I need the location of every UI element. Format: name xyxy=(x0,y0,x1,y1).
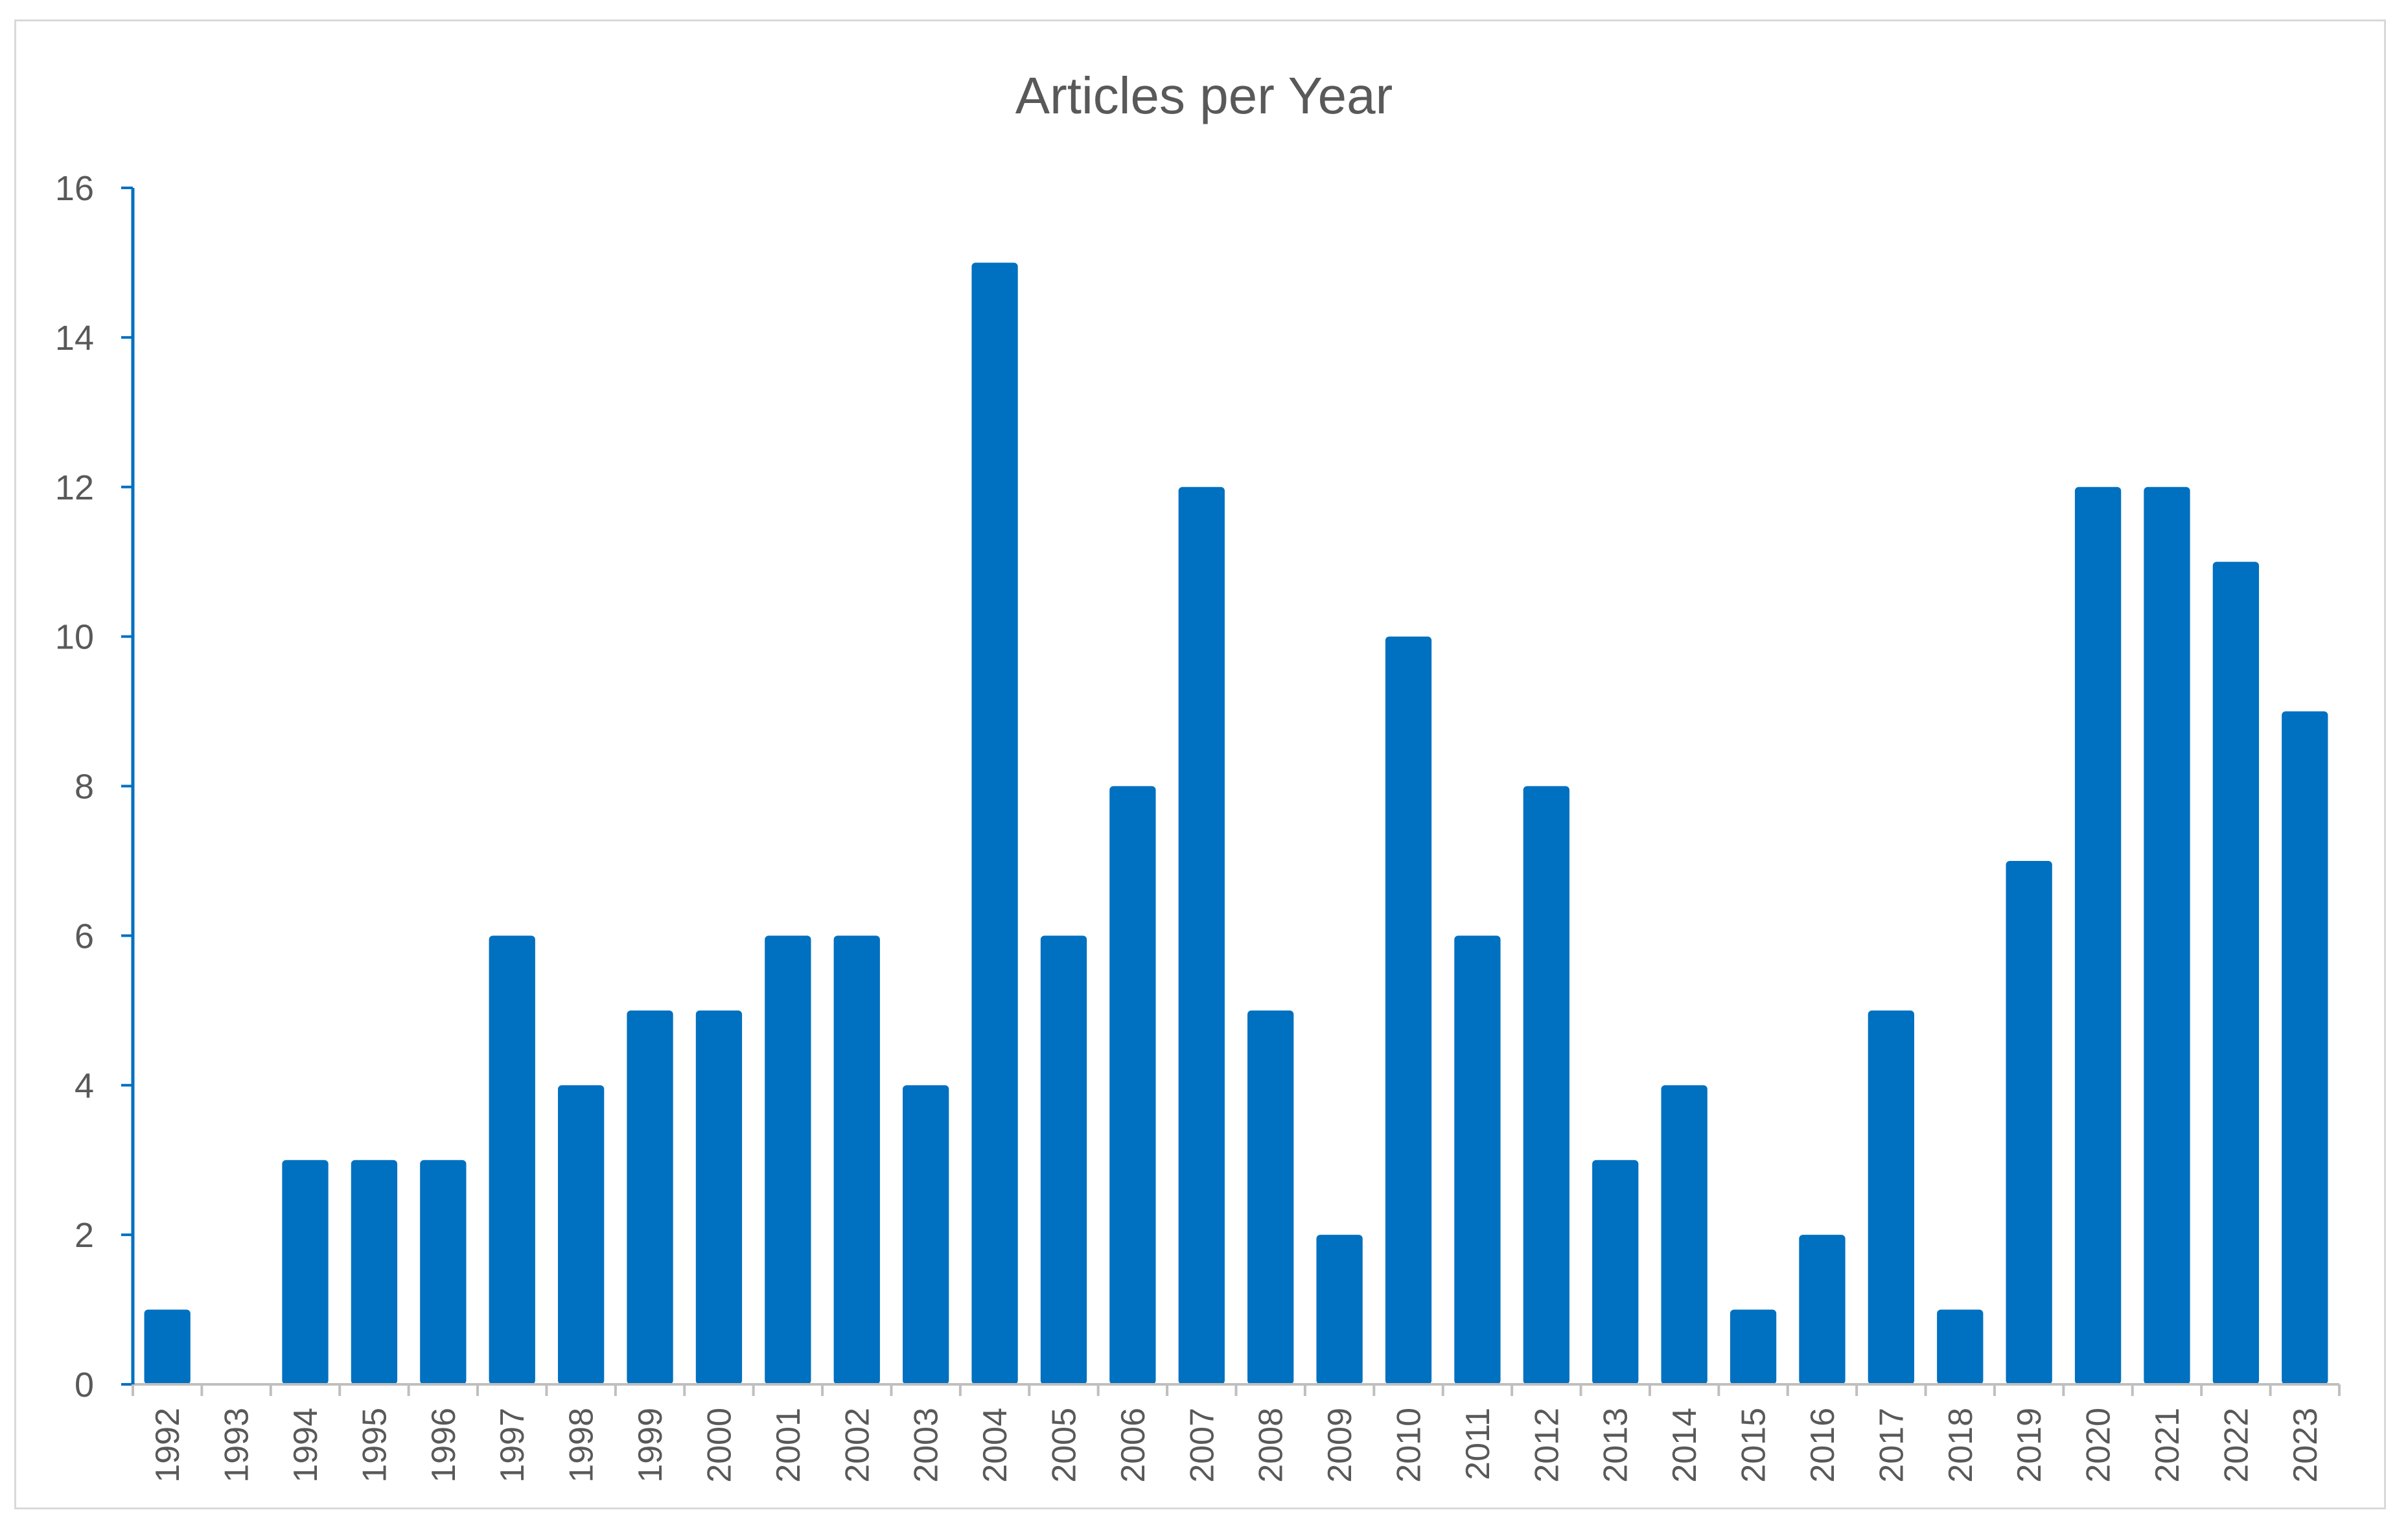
bar-1999 xyxy=(627,1010,673,1384)
bar-1992 xyxy=(144,1309,191,1384)
x-tick-label: 2007 xyxy=(1183,1408,1221,1483)
x-tick-label: 2015 xyxy=(1735,1408,1773,1483)
y-tick-label: 6 xyxy=(75,917,94,956)
bar-2018 xyxy=(1937,1309,1984,1384)
x-tick-label: 1997 xyxy=(494,1408,531,1483)
x-tick-label: 1994 xyxy=(287,1408,325,1483)
y-tick-label: 12 xyxy=(55,468,94,507)
x-tick-label: 2002 xyxy=(839,1408,876,1483)
x-tick-label: 2004 xyxy=(977,1408,1014,1483)
x-tick-label: 2019 xyxy=(2011,1408,2048,1483)
bar-1995 xyxy=(351,1160,398,1384)
bar-2009 xyxy=(1316,1235,1363,1384)
bar-2011 xyxy=(1454,935,1501,1384)
bar-1998 xyxy=(557,1085,605,1384)
bars xyxy=(144,262,2328,1384)
y-tick-label: 2 xyxy=(75,1216,94,1255)
bar-1994 xyxy=(282,1160,329,1384)
x-tick-label: 2000 xyxy=(700,1408,738,1483)
bar-2005 xyxy=(1040,935,1087,1384)
y-tick-label: 0 xyxy=(75,1366,94,1404)
x-tick-label: 2013 xyxy=(1597,1408,1635,1483)
bar-2021 xyxy=(2144,487,2190,1384)
x-tick-label: 2021 xyxy=(2149,1408,2186,1483)
bar-2008 xyxy=(1247,1010,1294,1384)
bar-1996 xyxy=(420,1160,467,1384)
x-tick-label: 2008 xyxy=(1253,1408,1290,1483)
x-tick-label: 2010 xyxy=(1391,1408,1428,1483)
x-tick-label: 2020 xyxy=(2080,1408,2118,1483)
x-tick-label: 1998 xyxy=(563,1408,601,1483)
y-tick-label: 4 xyxy=(75,1066,94,1105)
x-axis-ticks: 1992 1993 1994 1995 1996 1997 1998 1999 2000 2001… xyxy=(132,1384,2341,1483)
x-tick-label: 1996 xyxy=(425,1408,463,1483)
x-tick-label: 2003 xyxy=(908,1408,945,1483)
y-tick-label: 16 xyxy=(55,169,94,208)
bar-2002 xyxy=(833,935,880,1384)
y-tick-label: 10 xyxy=(55,618,94,657)
x-tick-label: 1999 xyxy=(632,1408,669,1483)
x-tick-label: 1992 xyxy=(149,1408,187,1483)
x-tick-label: 2009 xyxy=(1321,1408,1359,1483)
bar-2022 xyxy=(2212,562,2260,1384)
y-tick-label: 14 xyxy=(55,319,94,358)
bar-2013 xyxy=(1592,1160,1639,1384)
bar-2004 xyxy=(971,262,1018,1384)
bar-2012 xyxy=(1523,786,1569,1384)
bar-2016 xyxy=(1799,1235,1846,1384)
x-tick-label: 1995 xyxy=(356,1408,393,1483)
bar-2020 xyxy=(2074,487,2122,1384)
bar-2023 xyxy=(2282,711,2328,1384)
x-tick-label: 2012 xyxy=(1528,1408,1566,1483)
bar-2003 xyxy=(903,1085,949,1384)
bar-2014 xyxy=(1661,1085,1708,1384)
x-tick-label: 2017 xyxy=(1873,1408,1910,1483)
x-tick-label: 2018 xyxy=(1942,1408,1980,1483)
bar-2019 xyxy=(2006,860,2052,1384)
x-tick-label: 2005 xyxy=(1045,1408,1083,1483)
y-axis-ticks: 0 2 4 6 8 10 12 14 16 xyxy=(55,169,133,1404)
bar-2015 xyxy=(1730,1309,1777,1384)
x-tick-label: 2006 xyxy=(1115,1408,1152,1483)
x-tick-label: 2011 xyxy=(1459,1408,1497,1480)
x-tick-label: 2001 xyxy=(770,1408,807,1483)
bar-2007 xyxy=(1178,487,1225,1384)
bar-2017 xyxy=(1868,1010,1915,1384)
x-tick-label: 2022 xyxy=(2217,1408,2255,1483)
bar-2010 xyxy=(1385,636,1432,1384)
x-tick-label: 2023 xyxy=(2287,1408,2324,1483)
x-tick-label: 2014 xyxy=(1666,1408,1704,1483)
bar-2006 xyxy=(1109,786,1156,1384)
bar-2001 xyxy=(765,935,811,1384)
x-tick-label: 1993 xyxy=(218,1408,256,1483)
bar-1997 xyxy=(489,935,535,1384)
bar-2000 xyxy=(695,1010,743,1384)
y-tick-label: 8 xyxy=(75,768,94,807)
x-tick-label: 2016 xyxy=(1804,1408,1842,1483)
chart-title: Articles per Year xyxy=(1015,67,1393,124)
